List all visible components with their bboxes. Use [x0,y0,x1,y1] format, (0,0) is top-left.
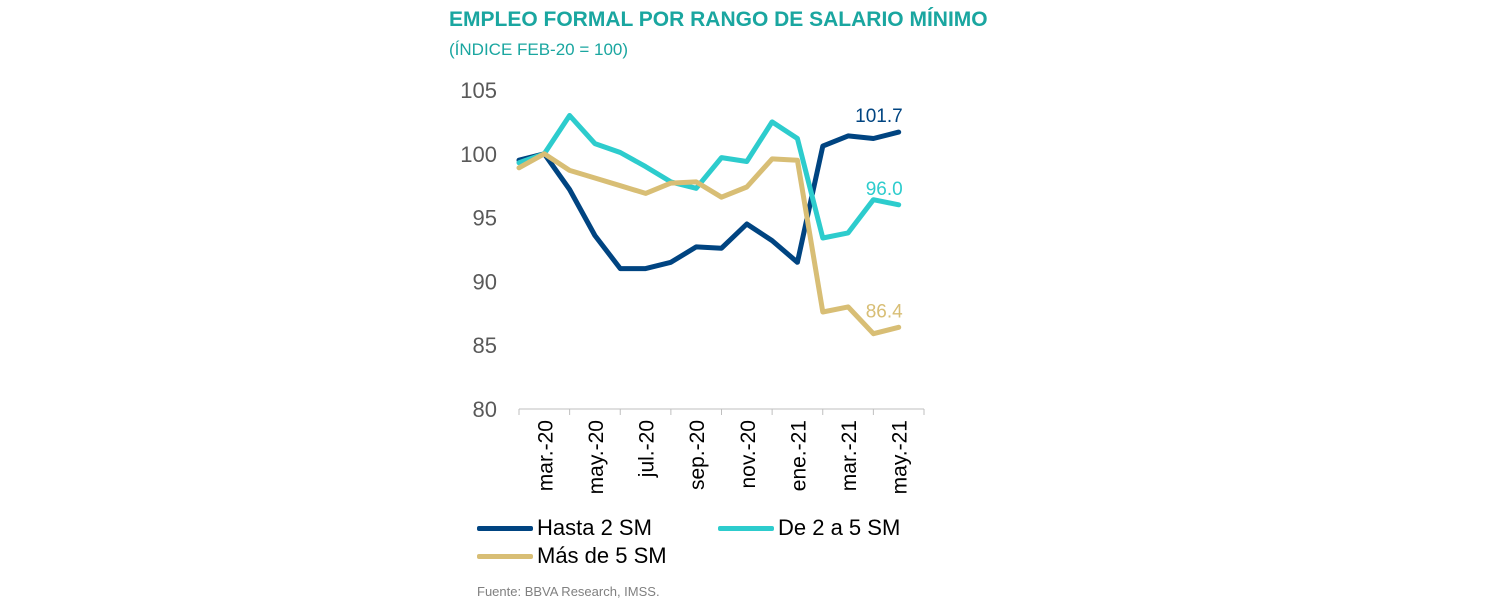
x-tick-label: may.-21 [889,420,912,494]
legend-item-mas-de-5-sm: Más de 5 SM [477,543,667,569]
legend-swatch-de-2-a-5-sm [718,525,774,531]
y-tick-label: 80 [473,397,497,422]
series-end-label: 101.7 [855,106,903,127]
y-tick-label: 85 [473,333,497,358]
series-line [516,113,902,241]
y-tick-label: 100 [460,142,497,167]
legend-label-de-2-a-5-sm: De 2 a 5 SM [778,515,901,540]
series-line [516,151,902,337]
source-note: Fuente: BBVA Research, IMSS. [477,584,660,599]
x-tick-label: mar.-21 [838,420,861,491]
legend-item-hasta-2-sm: Hasta 2 SM [477,515,652,541]
x-tick-label: sep.-20 [686,420,709,490]
legend-label-mas-de-5-sm: Más de 5 SM [537,543,667,568]
y-tick-label: 105 [460,78,497,103]
legend-label-hasta-2-sm: Hasta 2 SM [537,515,652,540]
x-tick-label: nov.-20 [737,420,760,489]
legend-swatch-hasta-2-sm [477,525,533,531]
series-line [516,129,902,272]
series-end-label: 96.0 [866,179,903,200]
x-tick-label: ene.-21 [787,420,810,491]
chart-title: EMPLEO FORMAL POR RANGO DE SALARIO MÍNIM… [449,8,988,31]
chart-subtitle: (ÍNDICE FEB-20 = 100) [449,40,629,59]
y-tick-label: 90 [473,269,497,294]
legend-item-de-2-a-5-sm: De 2 a 5 SM [718,515,900,541]
series-end-label: 86.4 [866,301,903,322]
x-tick-label: mar.-20 [534,420,557,491]
x-tick-label: may.-20 [585,420,608,494]
y-tick-label: 95 [473,206,497,231]
legend-swatch-mas-de-5-sm [477,553,533,559]
x-tick-label: jul.-20 [636,420,659,478]
